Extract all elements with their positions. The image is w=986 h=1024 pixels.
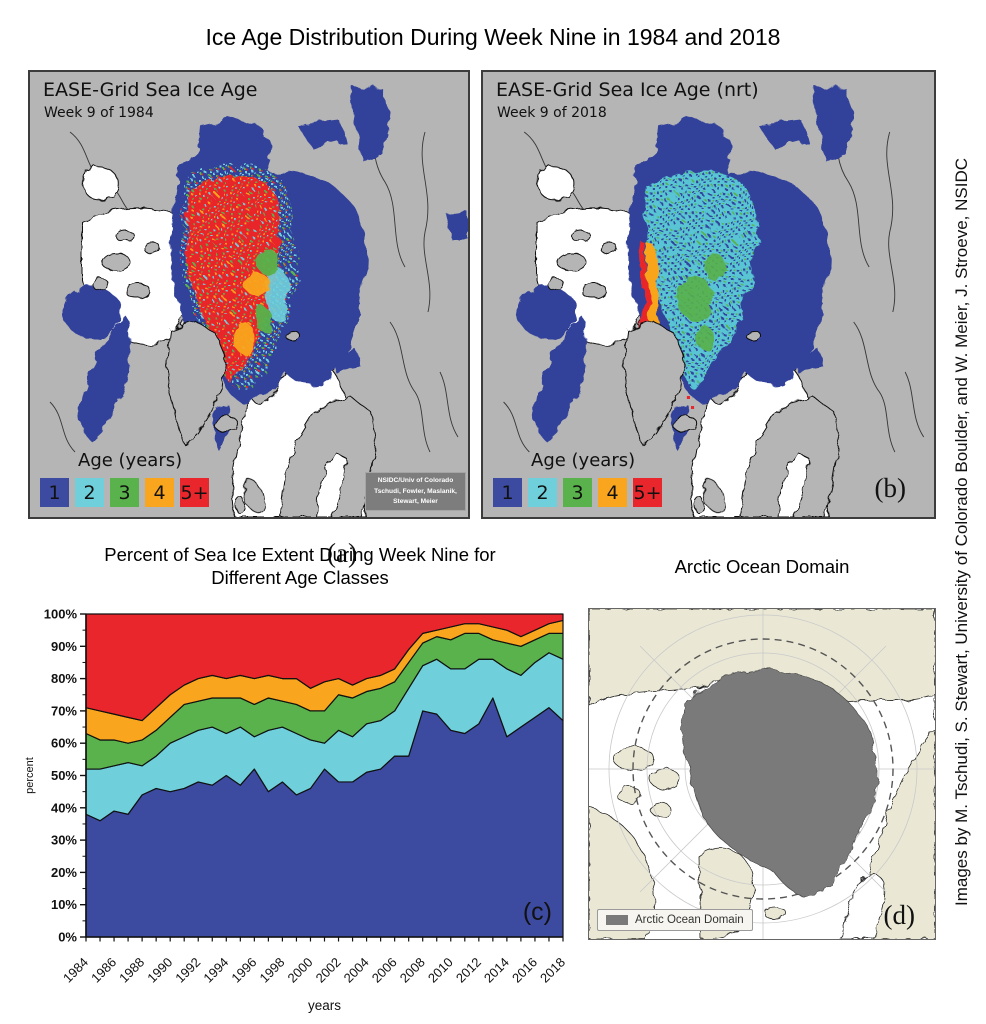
chart-svg: 0%10%20%30%40%50%60%70%80%90%100%1984198… [24, 607, 568, 1014]
x-tick-label: 1990 [144, 955, 175, 986]
x-tick-label: 1994 [200, 955, 231, 986]
credit-line-1: NSIDC/Univ of Colorado [377, 477, 454, 485]
x-tick-label: 2004 [341, 955, 372, 986]
y-tick-label: 20% [51, 865, 77, 880]
baltic-sea [315, 452, 347, 517]
nsidc-credit-box: NSIDC/Univ of Colorado Tschudi, Fowler, … [365, 472, 466, 511]
age-legend-a: Age (years) 1 2 3 4 5+ [40, 450, 230, 507]
x-tick-label: 1984 [60, 955, 91, 986]
x-tick-label: 2014 [481, 955, 512, 986]
y-tick-label: 60% [51, 736, 77, 751]
panel-d-title: Arctic Ocean Domain [674, 556, 850, 577]
x-tick-label: 2000 [285, 955, 316, 986]
x-tick-label: 1986 [88, 955, 119, 986]
old-ice-core [185, 174, 280, 383]
panel-a-map-1984: EASE-Grid Sea Ice Age Week 9 of 1984 Age… [28, 70, 470, 568]
age-1-swatch: 1 [493, 478, 522, 507]
panel-c-letter: (c) [523, 898, 552, 926]
figure-title: Ice Age Distribution During Week Nine in… [205, 24, 781, 50]
arctic-circle-dashed [632, 638, 894, 900]
x-tick-label: 1998 [256, 955, 287, 986]
age-2-swatch: 2 [75, 478, 104, 507]
baltic-sea [840, 873, 886, 940]
x-tick-label: 2006 [369, 955, 400, 986]
x-tick-label: 1992 [172, 955, 203, 986]
y-tick-label: 10% [51, 897, 77, 912]
y-tick-label: 100% [44, 607, 78, 622]
chart-title: Percent of Sea Ice Extent During Week Ni… [20, 543, 580, 589]
panel-d-letter: (d) [883, 900, 915, 930]
map-b-subheading: Week 9 of 2018 [497, 105, 607, 121]
credit-line-2: Tschudi, Fowler, Maslanik, [374, 487, 457, 495]
y-tick-label: 70% [51, 703, 77, 718]
domain-swatch [606, 915, 628, 925]
x-tick-label: 2012 [453, 955, 484, 986]
y-tick-label: 80% [51, 671, 77, 686]
chart-title-line2: Different Age Classes [211, 567, 389, 589]
map-a-heading: EASE-Grid Sea Ice Age [43, 79, 258, 101]
age-4-swatch: 4 [598, 478, 627, 507]
age-3-swatch: 3 [110, 478, 139, 507]
area-5+-years [85, 613, 564, 722]
islands [91, 229, 377, 517]
age-patch-blobs [234, 248, 288, 354]
domain-legend: Arctic Ocean Domain [597, 909, 753, 931]
y-tick-label: 40% [51, 800, 77, 815]
vertical-credit-text: Images by M. Tschudi, S. Stewart, Univer… [952, 158, 971, 906]
y-tick-label: 90% [51, 639, 77, 654]
y-tick-label: 50% [51, 768, 77, 783]
age-5-swatch: 5+ [180, 478, 209, 507]
y-tick-label: 30% [51, 833, 77, 848]
x-tick-label: 1996 [228, 955, 259, 986]
y-axis-title: percent [24, 757, 36, 794]
x-tick-label: 2002 [313, 955, 344, 986]
islands [546, 229, 840, 517]
age-legend-title: Age (years) [531, 450, 636, 471]
chart-title-line1: Percent of Sea Ice Extent During Week Ni… [104, 544, 496, 565]
panel-b-letter: (b) [874, 473, 906, 503]
x-tick-label: 2016 [509, 955, 540, 986]
domain-legend-label: Arctic Ocean Domain [635, 914, 744, 926]
age-legend-b: Age (years) 1 2 3 4 5+ [493, 450, 683, 507]
age-5-swatch: 5+ [633, 478, 662, 507]
age-3-swatch: 3 [563, 478, 592, 507]
x-tick-label: 2018 [537, 955, 568, 986]
arctic-domain-map [588, 608, 936, 940]
panel-b-map-2018: EASE-Grid Sea Ice Age (nrt) Week 9 of 20… [481, 70, 936, 519]
x-axis-title: years [308, 998, 341, 1013]
arctic-ocean-domain-region [682, 669, 878, 897]
panel-a-letter: (a) [327, 538, 357, 568]
x-tick-label: 2010 [425, 955, 456, 986]
x-tick-label: 1988 [116, 955, 147, 986]
age-1-swatch: 1 [40, 478, 69, 507]
stacked-area-chart: 0% 10% 20% 30% 40% 50% 60% 70% 80% 90% 100% 1984 198… [20, 598, 582, 1024]
credit-line-3: Stewart, Meier [393, 497, 438, 505]
x-tick-label: 2008 [397, 955, 428, 986]
age-2-swatch: 2 [528, 478, 557, 507]
map-b-heading: EASE-Grid Sea Ice Age (nrt) [496, 79, 759, 101]
baltic-sea [776, 452, 809, 517]
sea-ice-map-1984 [30, 72, 468, 517]
map-a-subheading: Week 9 of 1984 [44, 105, 154, 121]
age-legend-title: Age (years) [78, 450, 183, 471]
age-4-swatch: 4 [145, 478, 174, 507]
y-tick-label: 0% [58, 930, 77, 945]
sea-ice-map-2018 [483, 72, 934, 517]
panel-d-domain-map: Arctic Ocean Domain (d) [588, 608, 936, 940]
